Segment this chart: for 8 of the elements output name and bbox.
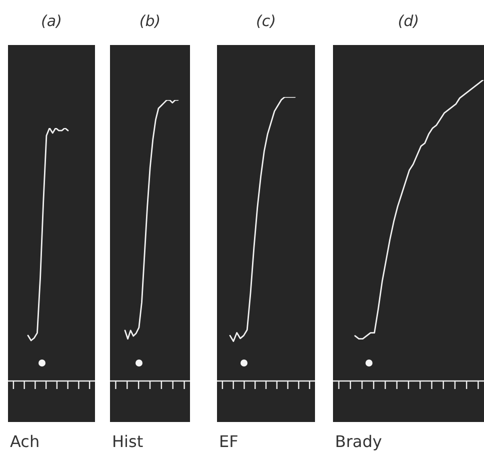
x-axis-title: Ach xyxy=(10,432,40,451)
x-axis-title: Brady xyxy=(335,432,382,451)
chart-title: (b) xyxy=(138,12,162,30)
chart-title: (a) xyxy=(40,12,63,30)
x-axis-title: Hist xyxy=(112,432,144,451)
chart-title: (c) xyxy=(255,12,277,30)
x-axis-title: EF xyxy=(219,432,238,451)
chart-title: (d) xyxy=(396,12,420,30)
